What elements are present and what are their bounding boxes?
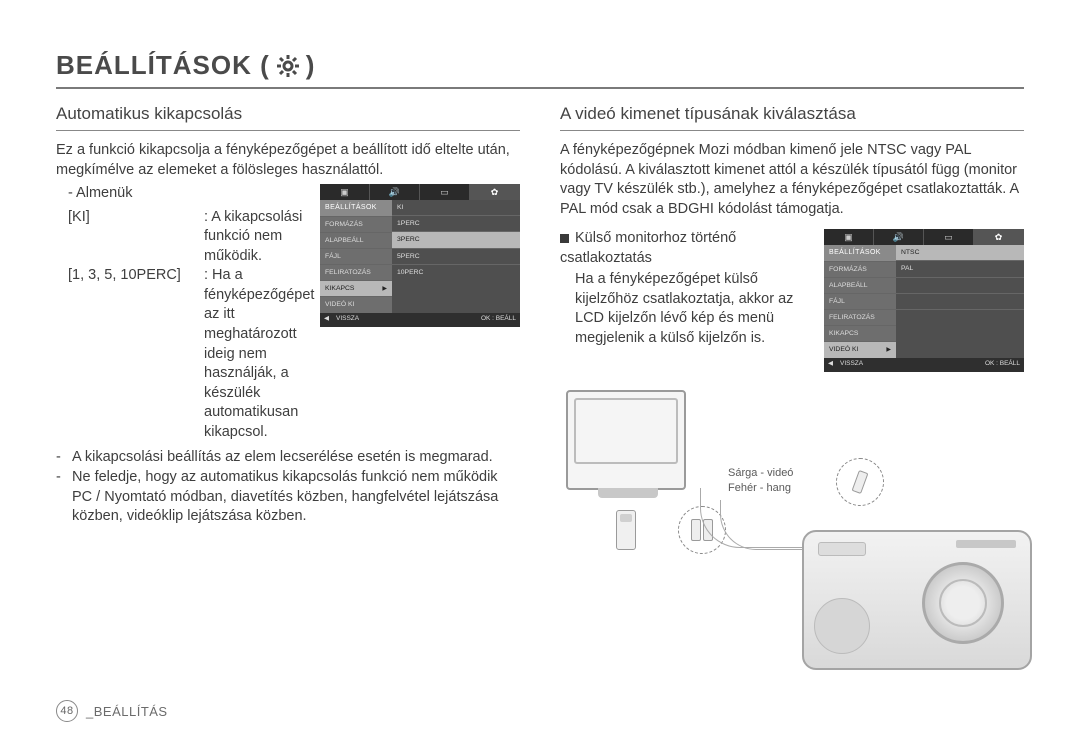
lcd-tab-settings-icon: ✿ <box>974 229 1024 245</box>
right-column: A videó kimenet típusának kiválasztása A… <box>560 103 1024 670</box>
lcd-left-item: ALAPBEÁLL <box>320 232 392 248</box>
section-heading-auto-off: Automatikus kikapcsolás <box>56 103 520 131</box>
note-line: -A kikapcsolási beállítás az elem lecser… <box>56 448 520 468</box>
lcd-header: BEÁLLÍTÁSOK <box>320 200 392 215</box>
bullet-title: Külső monitorhoz történő csatlakoztatás <box>560 230 736 266</box>
lcd-tab-sound-icon: 🔊 <box>370 184 420 200</box>
lcd-right-item: PAL <box>896 260 1024 276</box>
lcd-right-item-selected: NTSC <box>896 245 1024 260</box>
page-title: BEÁLLÍTÁSOK ( ) <box>56 50 1024 89</box>
lcd-tab-display-icon: ▭ <box>924 229 974 245</box>
left-intro: Ez a funkció kikapcsolja a fényképezőgép… <box>56 141 520 180</box>
av-plug-camera-side <box>836 458 884 506</box>
square-bullet-icon <box>560 234 569 243</box>
lcd-tab-camera-icon: ▣ <box>824 229 874 245</box>
gear-icon <box>276 54 300 78</box>
title-text: BEÁLLÍTÁSOK ( <box>56 50 270 81</box>
lcd-foot-ok: OK : BEÁLL <box>477 315 520 324</box>
lcd-left-item: KIKAPCS <box>824 325 896 341</box>
note-line: -Ne feledje, hogy az automatikus kikapcs… <box>56 468 520 527</box>
lcd-left-item: FORMÁZÁS <box>320 216 392 232</box>
lcd-foot-ok: OK : BEÁLL <box>981 360 1024 369</box>
lcd-right-item: KI <box>392 200 520 215</box>
lcd-left-item: FORMÁZÁS <box>824 261 896 277</box>
lcd-foot-back: ◀ VISSZA <box>320 315 367 324</box>
def-term: [1, 3, 5, 10PERC] <box>68 266 196 442</box>
page-number: 48 <box>56 700 78 722</box>
lcd-left-item: FELIRATOZÁS <box>824 309 896 325</box>
lcd-tab-sound-icon: 🔊 <box>874 229 924 245</box>
lcd-tab-camera-icon: ▣ <box>320 184 370 200</box>
lcd-header: BEÁLLÍTÁSOK <box>824 245 896 260</box>
title-close: ) <box>306 50 316 81</box>
lcd-left-item: ALAPBEÁLL <box>824 277 896 293</box>
connection-diagram: Sárga - videó Fehér - hang <box>560 390 1024 670</box>
footer-label: _BEÁLLÍTÁS <box>86 704 168 719</box>
def-row: [1, 3, 5, 10PERC] : Ha a fényképezőgépet… <box>68 266 310 442</box>
lcd-right-spacer <box>896 293 1024 309</box>
def-row: [KI] : A kikapcsolási funkció nem működi… <box>68 208 310 267</box>
camera-icon <box>802 530 1032 670</box>
lcd-left-item-selected: VIDEÓ KI▶ <box>824 341 896 357</box>
lcd-right-spacer <box>896 277 1024 293</box>
lcd-left-item: VIDEÓ KI <box>320 296 392 312</box>
lcd-foot-back: ◀ VISSZA <box>824 360 871 369</box>
lcd-right-item-selected: 3PERC <box>392 231 520 247</box>
lcd-left-item: FÁJL <box>824 293 896 309</box>
page-footer: 48 _BEÁLLÍTÁS <box>56 700 168 722</box>
def-text: : Ha a fényképezőgépet az itt meghatároz… <box>204 266 314 442</box>
right-intro: A fényképezőgépnek Mozi módban kimenő je… <box>560 141 1024 219</box>
lcd-left-item-selected: KIKAPCS▶ <box>320 280 392 296</box>
lcd-tab-display-icon: ▭ <box>420 184 470 200</box>
lcd-menu-auto-off: ▣ 🔊 ▭ ✿ BEÁLLÍTÁSOK FORMÁZÁS ALAPBEÁLL F… <box>320 184 520 326</box>
remote-icon <box>616 510 636 550</box>
lcd-left-item: FELIRATOZÁS <box>320 264 392 280</box>
lcd-tab-settings-icon: ✿ <box>470 184 520 200</box>
lcd-right-item: 5PERC <box>392 248 520 264</box>
cable-label-yellow: Sárga - videó <box>728 466 793 481</box>
lcd-right-spacer <box>896 309 1024 325</box>
section-heading-video-out: A videó kimenet típusának kiválasztása <box>560 103 1024 131</box>
lcd-menu-video-out: ▣ 🔊 ▭ ✿ BEÁLLÍTÁSOK FORMÁZÁS ALAPBEÁLL F… <box>824 229 1024 371</box>
lcd-right-item: 10PERC <box>392 264 520 280</box>
lcd-left-item: FÁJL <box>320 248 392 264</box>
def-term: [KI] <box>68 208 196 267</box>
left-column: Automatikus kikapcsolás Ez a funkció kik… <box>56 103 520 670</box>
lcd-right-item: 1PERC <box>392 215 520 231</box>
def-text: : A kikapcsolási funkció nem működik. <box>204 208 310 267</box>
tv-icon <box>566 390 686 490</box>
